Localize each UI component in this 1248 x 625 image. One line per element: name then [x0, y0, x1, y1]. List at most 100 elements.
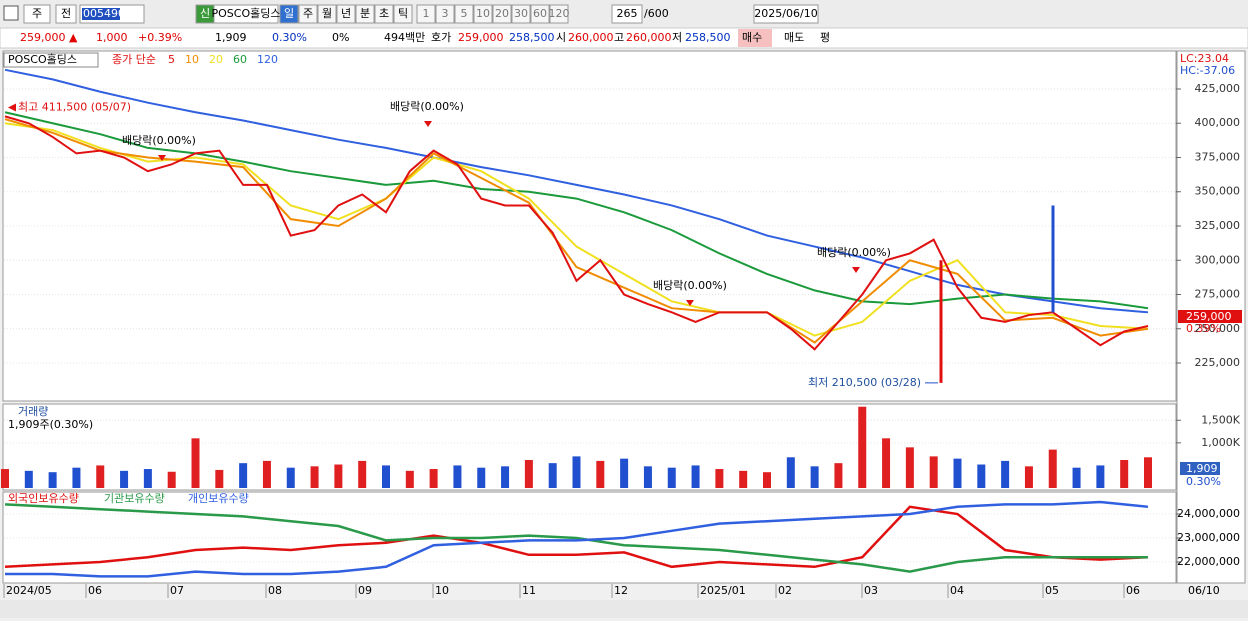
interval-btn[interactable]: 5: [461, 7, 468, 20]
mode[interactable]: 전: [61, 7, 71, 20]
quote-item[interactable]: 매도: [784, 31, 804, 44]
interval-btn-box[interactable]: [454, 4, 474, 24]
period-btn-box[interactable]: [279, 4, 299, 24]
y-tick-label: 300,000: [1195, 253, 1241, 266]
new-btn[interactable]: 신: [200, 7, 210, 20]
legend-item: 5: [168, 53, 175, 66]
y-tick-label: 275,000: [1195, 288, 1241, 301]
period-btn-box[interactable]: [393, 4, 413, 24]
dividend-label: 배당락(0.00%): [122, 134, 196, 147]
stock-name[interactable]: POSCO홀딩스: [212, 7, 281, 20]
period-btn[interactable]: 년: [341, 7, 351, 20]
interval-btn-box[interactable]: [435, 4, 455, 24]
period-btn-box[interactable]: [374, 4, 394, 24]
period-btn-box[interactable]: [298, 4, 318, 24]
interval-btn[interactable]: 10: [476, 7, 490, 20]
x-tick-label: 11: [522, 584, 536, 597]
volume-bar: [48, 472, 57, 488]
interval-btn-box[interactable]: [473, 4, 493, 24]
mode-box[interactable]: [55, 4, 77, 24]
kind-box[interactable]: [23, 4, 51, 24]
volume-info: 1,909주(0.30%): [8, 418, 93, 431]
x-tick-label: 05: [1045, 584, 1059, 597]
volume-bar: [882, 438, 891, 488]
volume-bar: [191, 438, 200, 488]
quote-item[interactable]: 매수: [742, 31, 762, 44]
volume-bar: [1048, 449, 1057, 488]
interval-btn[interactable]: 60: [533, 7, 547, 20]
quote-item: 1,909: [215, 31, 247, 44]
quote-item[interactable]: 평: [820, 31, 830, 44]
quote-bar: [0, 27, 1248, 49]
volume-bar: [310, 466, 319, 488]
volume-bar: [834, 463, 843, 488]
y-tick-label: 425,000: [1195, 82, 1241, 95]
date-box[interactable]: [753, 4, 819, 24]
legend-item: 개인보유수량: [188, 492, 249, 505]
y-tick-label: 24,000,000: [1177, 507, 1240, 520]
icon: [3, 5, 19, 21]
x-tick-label: 08: [268, 584, 282, 597]
volume-bar: [477, 467, 486, 488]
stock-name-box[interactable]: [213, 4, 279, 24]
count[interactable]: 265: [617, 7, 638, 20]
period-btn[interactable]: 주: [303, 7, 313, 20]
period-btn[interactable]: 틱: [398, 7, 408, 20]
volume-tag-text: 1,909: [1186, 462, 1218, 475]
volume-bar: [96, 465, 105, 488]
y-tick-label: 375,000: [1195, 150, 1241, 163]
quote-item: 호가: [431, 31, 451, 44]
code: 005490: [83, 7, 125, 20]
period-btn[interactable]: 초: [379, 7, 389, 20]
interval-btn-box[interactable]: [530, 4, 550, 24]
quote-item: 시: [556, 31, 566, 44]
series-line: [4, 503, 1148, 573]
legend-item: 기관보유수량: [104, 492, 165, 505]
volume-bar: [429, 469, 438, 488]
volume-bar: [1096, 465, 1105, 488]
volume-bar: [620, 458, 629, 488]
period-btn[interactable]: 일: [284, 6, 294, 20]
interval-btn[interactable]: 30: [514, 7, 528, 20]
legend-item: 10: [185, 53, 199, 66]
volume-bar: [1, 469, 9, 488]
interval-btn-box[interactable]: [492, 4, 512, 24]
y-tick-label: 225,000: [1195, 356, 1241, 369]
volume-bar: [1024, 466, 1033, 488]
volume-bar: [215, 469, 224, 488]
volume-bar: [1072, 467, 1081, 488]
lc: LC:23.04: [1180, 52, 1229, 65]
legend-item: 외국인보유수량: [8, 492, 79, 505]
count-box[interactable]: [611, 4, 643, 24]
volume-bar: [382, 465, 390, 488]
volume-panel: [2, 403, 1177, 491]
y-tick-label: 350,000: [1195, 185, 1241, 198]
volume-bar: [524, 460, 533, 488]
period-btn-box[interactable]: [317, 4, 337, 24]
period-btn[interactable]: 분: [360, 7, 370, 20]
interval-btn[interactable]: 3: [442, 7, 449, 20]
x-tick-label: 12: [614, 584, 628, 597]
quote-item: 260,000: [626, 31, 672, 44]
volume-bar: [358, 460, 367, 488]
interval-btn-box[interactable]: [416, 4, 436, 24]
date[interactable]: 2025/06/10: [754, 7, 817, 20]
period-btn-box[interactable]: [336, 4, 356, 24]
code-sel: [82, 8, 120, 20]
interval-btn[interactable]: 120: [549, 7, 570, 20]
count-max: /600: [644, 7, 669, 20]
panel-name-box: [3, 52, 99, 68]
kind[interactable]: 주: [32, 7, 42, 20]
interval-btn[interactable]: 1: [423, 7, 430, 20]
period-btn-box[interactable]: [355, 4, 375, 24]
period-btn[interactable]: 월: [322, 7, 332, 20]
interval-btn[interactable]: 20: [495, 7, 509, 20]
dividend-arrow: [852, 267, 860, 273]
scrollbar[interactable]: [0, 600, 1248, 618]
volume-bar: [262, 460, 271, 488]
interval-btn-box[interactable]: [511, 4, 531, 24]
interval-btn-box[interactable]: [549, 4, 569, 24]
series-line: [5, 500, 1149, 578]
x-tick-label: 07: [170, 584, 184, 597]
y-tick-label: 250,000: [1195, 322, 1241, 335]
